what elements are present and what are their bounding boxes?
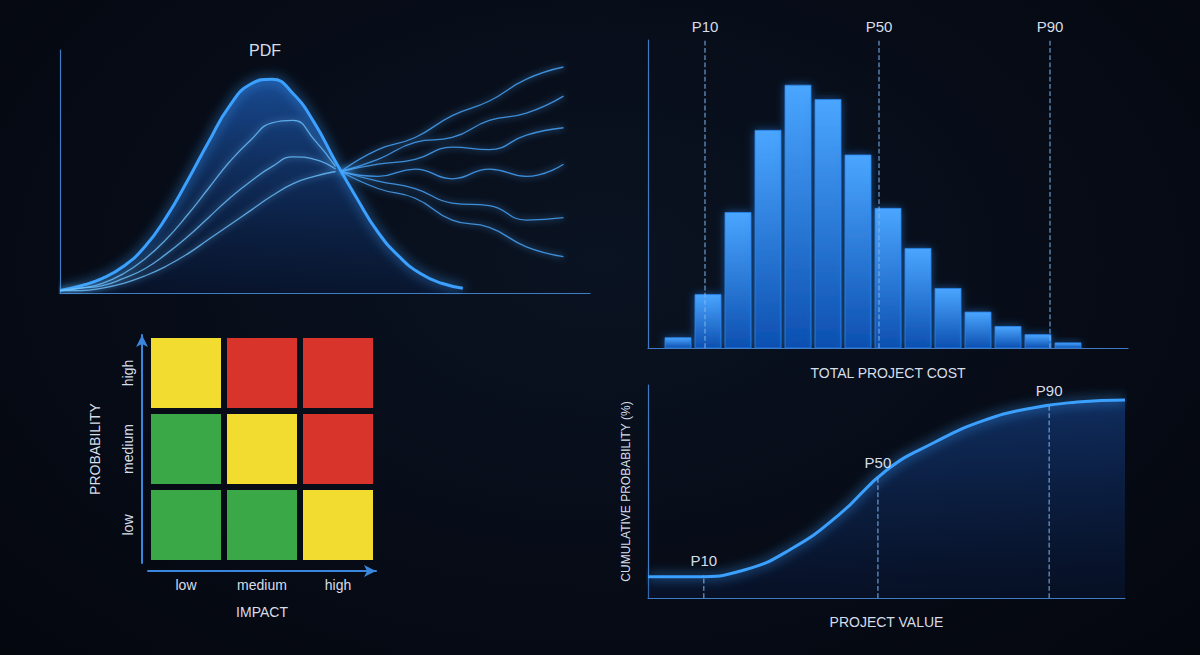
svg-text:medium: medium — [237, 577, 287, 593]
svg-text:IMPACT: IMPACT — [236, 604, 288, 620]
svg-text:PDF: PDF — [249, 42, 281, 59]
svg-text:P90: P90 — [1037, 18, 1064, 35]
svg-text:P50: P50 — [866, 18, 893, 35]
svg-text:P10: P10 — [690, 552, 717, 569]
svg-text:CUMULATIVE PROBABILITY (%): CUMULATIVE PROBABILITY (%) — [619, 401, 633, 581]
svg-text:P10: P10 — [692, 18, 719, 35]
svg-text:low: low — [120, 514, 136, 536]
svg-text:P50: P50 — [865, 454, 892, 471]
svg-text:low: low — [175, 577, 197, 593]
svg-text:PROBABILITY: PROBABILITY — [87, 402, 103, 494]
svg-text:high: high — [120, 360, 136, 386]
svg-text:medium: medium — [120, 424, 136, 474]
svg-text:TOTAL PROJECT COST: TOTAL PROJECT COST — [810, 365, 966, 381]
svg-text:PROJECT VALUE: PROJECT VALUE — [830, 614, 944, 630]
svg-text:high: high — [325, 577, 351, 593]
svg-text:P90: P90 — [1036, 382, 1063, 399]
